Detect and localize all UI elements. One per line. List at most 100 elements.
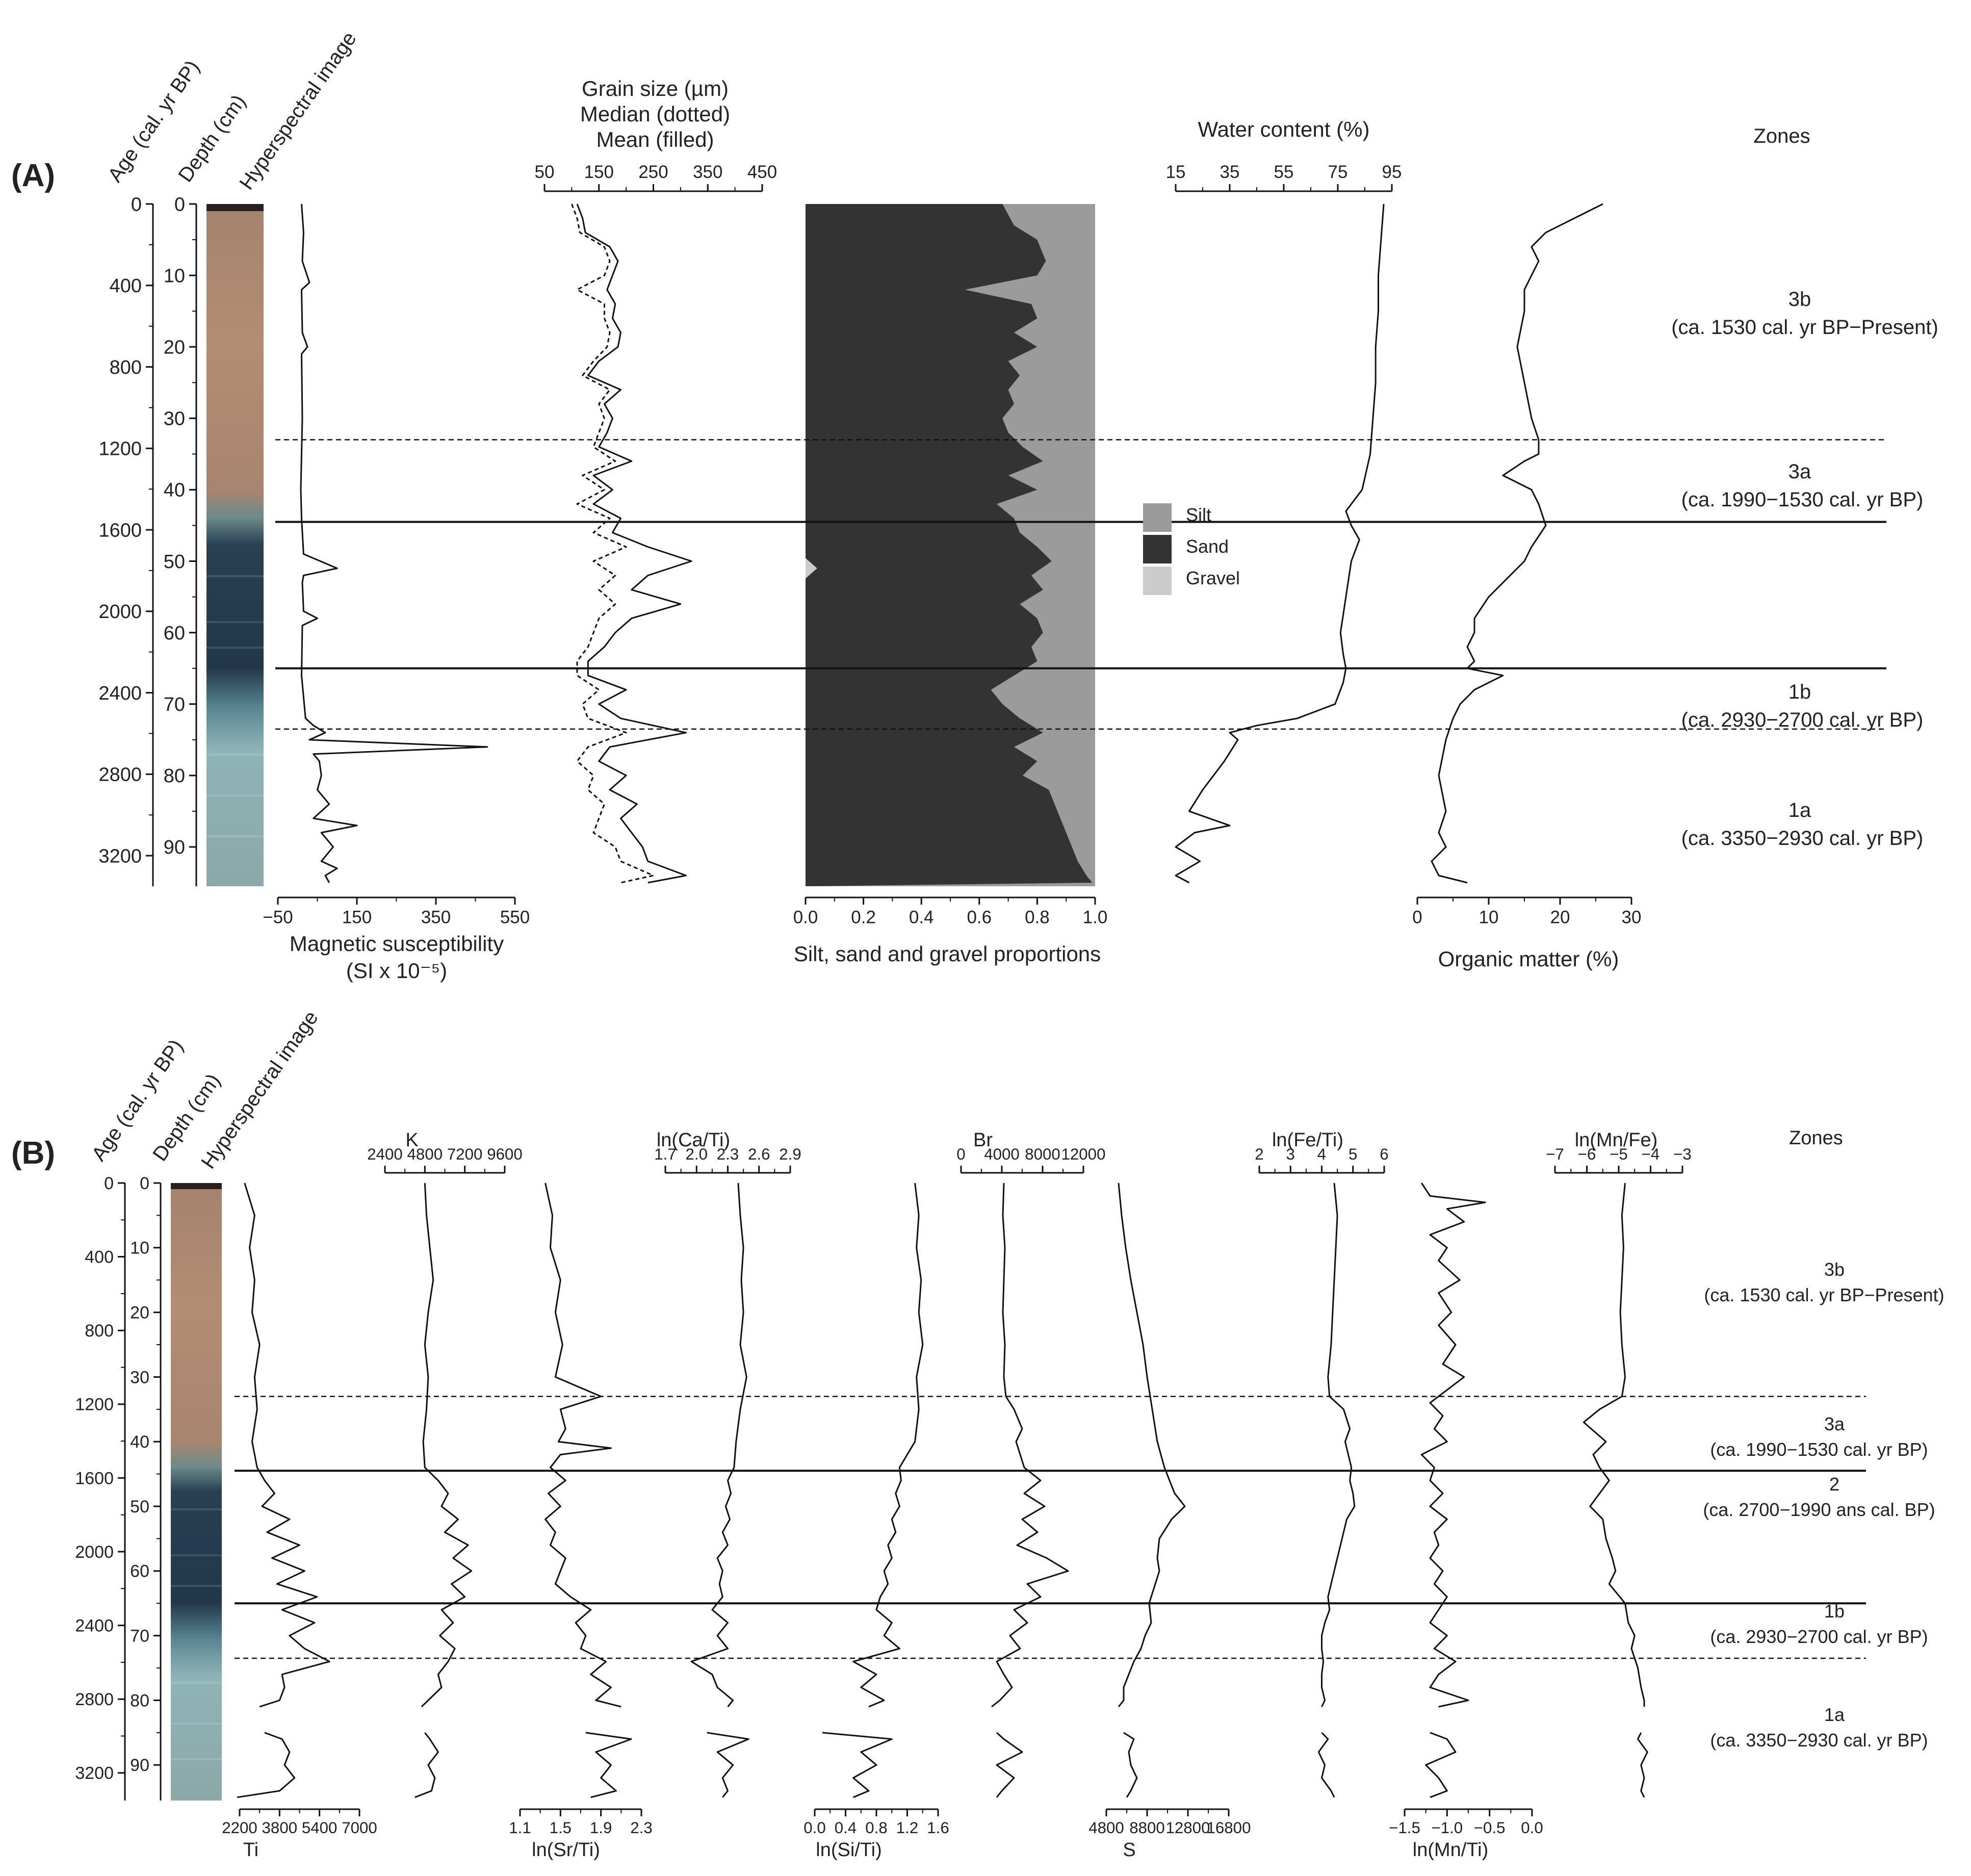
age-tick-label: 400 <box>110 275 142 297</box>
water-tick-label: 35 <box>1220 162 1240 182</box>
lnFeTi-tick-label: 2 <box>1255 1145 1263 1163</box>
depth-tick-label: 40 <box>164 480 185 501</box>
gs_mean-xlabel: Grain size (µm) <box>582 76 729 100</box>
proportions-tick-label: 0.4 <box>909 907 934 927</box>
water-tick-label: 75 <box>1328 162 1348 182</box>
depth-tick-label: 60 <box>164 623 185 644</box>
lnMnTi-trace <box>1420 1183 1486 1798</box>
lnFeTi-tick-label: 3 <box>1286 1145 1295 1163</box>
panel-a-label: (A) <box>11 158 55 193</box>
water-tick-label: 55 <box>1274 162 1294 182</box>
depth-tick-label: 50 <box>164 551 185 573</box>
S-trace <box>1118 1183 1186 1798</box>
lnFeTi-trace <box>1317 1183 1356 1798</box>
gs_mean-tick-label: 50 <box>535 162 555 182</box>
zone-b-1a-name: 1a <box>1824 1704 1845 1725</box>
om-tick-label: 10 <box>1479 907 1499 927</box>
Ti-tick-label: 3800 <box>262 1819 298 1837</box>
gs_mean-note2: Mean (filled) <box>596 127 714 151</box>
lnFeTi-tick-label: 5 <box>1348 1145 1357 1163</box>
panel-a-depth-axis: 0 10 20 30 40 50 60 70 80 90 <box>164 194 197 886</box>
depth-tick-label: 40 <box>130 1432 149 1452</box>
panel-b-depth-axis: 0 10 20 30 40 50 60 70 80 90 <box>130 1174 162 1801</box>
age-tick-label: 2800 <box>98 764 142 786</box>
Ti-tick-label: 5400 <box>302 1819 338 1837</box>
age-tick-label: 800 <box>85 1321 114 1341</box>
lnSiTi-tick-label: 0.8 <box>865 1819 887 1837</box>
zone-b-1a-desc: (ca. 3350−2930 cal. yr BP) <box>1710 1730 1928 1751</box>
Br-tick-label: 8000 <box>1025 1145 1060 1163</box>
gravel-area <box>806 558 817 579</box>
lnMnTi-tick-label: 0.0 <box>1521 1819 1543 1837</box>
lnSiTi-tick-label: 1.2 <box>896 1819 918 1837</box>
ms-tick-label: 150 <box>342 907 372 927</box>
zone-b-2-name: 2 <box>1829 1474 1839 1495</box>
zone-b-1b-name: 1b <box>1824 1601 1845 1622</box>
S-tick-label: 16800 <box>1207 1819 1251 1837</box>
lnMnFe-tick-label: −7 <box>1546 1145 1564 1163</box>
age-tick-label: 2000 <box>98 601 142 623</box>
lnSiTi-tick-label: 0.4 <box>835 1819 857 1837</box>
depth-tick-label: 30 <box>164 408 185 430</box>
gs_mean-tick-label: 450 <box>747 162 777 182</box>
proportions-tick-label: 0.2 <box>851 907 876 927</box>
lnMnFe-tick-label: −5 <box>1610 1145 1628 1163</box>
lnFeTi-tick-label: 4 <box>1317 1145 1326 1163</box>
lnMnTi-xlabel: ln(Mn/Ti) <box>1413 1839 1488 1861</box>
legend-sand-label: Sand <box>1186 536 1229 557</box>
Br-tick-label: 12000 <box>1061 1145 1106 1163</box>
lnSrTi-tick-label: 1.1 <box>509 1819 531 1837</box>
age-tick-label: 0 <box>131 194 142 215</box>
depth-tick-label: 30 <box>130 1368 149 1387</box>
lnCaTi-xlabel: ln(Ca/Ti) <box>657 1129 730 1151</box>
lnSiTi-tick-label: 0.0 <box>803 1819 825 1837</box>
lnCaTi-tick-label: 2.0 <box>686 1145 708 1163</box>
panel-a-legend: Silt Sand Gravel <box>1143 503 1240 595</box>
legend-gravel-label: Gravel <box>1186 568 1240 588</box>
depth-tick-label: 80 <box>164 765 185 787</box>
age-tick-label: 2400 <box>98 683 142 704</box>
zone-a-3b-desc: (ca. 1530 cal. yr BP−Present) <box>1671 316 1938 339</box>
zone-a-1a-name: 1a <box>1788 799 1811 821</box>
lnSrTi-tick-label: 2.3 <box>630 1819 652 1837</box>
lnCaTi-tick-label: 2.9 <box>779 1145 801 1163</box>
water-xlabel: Water content (%) <box>1198 117 1370 141</box>
S-tick-label: 4800 <box>1088 1819 1124 1837</box>
om-tick-label: 20 <box>1550 907 1570 927</box>
zone-a-3b-name: 3b <box>1788 288 1811 311</box>
lnMnFe-trace <box>1583 1183 1648 1798</box>
zone-b-3b-desc: (ca. 1530 cal. yr BP−Present) <box>1704 1284 1944 1305</box>
depth-tick-label: 70 <box>130 1627 149 1646</box>
lnSiTi-trace <box>822 1183 924 1798</box>
lnCaTi-tick-label: 2.6 <box>748 1145 770 1163</box>
ms-xlabel: Magnetic susceptibility <box>290 932 504 956</box>
ms-xlabel2: (SI x 10⁻⁵) <box>346 959 447 983</box>
zone-b-2-desc: (ca. 2700−1990 ans cal. BP) <box>1703 1499 1935 1520</box>
panel-b-hyperspectral-image <box>171 1183 222 1801</box>
legend-gravel-swatch <box>1143 567 1172 595</box>
zone-a-1b-name: 1b <box>1788 681 1811 703</box>
lnSrTi-tick-label: 1.9 <box>590 1819 612 1837</box>
panel-a: (A) Age (cal. yr BP) Depth (cm) Hyperspe… <box>11 28 1938 983</box>
lnSiTi-tick-label: 1.6 <box>927 1819 949 1837</box>
gs_mean-tick-label: 250 <box>638 162 668 182</box>
panel-b-label: (B) <box>11 1136 55 1171</box>
panel-a-image-title: Hyperspectral image <box>235 28 360 194</box>
Br-tick-label: 4000 <box>984 1145 1020 1163</box>
ms-tick-label: 550 <box>500 907 530 927</box>
gs_mean-trace <box>576 203 692 884</box>
panel-a-age-axis: 0 400 800 1200 1600 2000 2400 2800 3200 <box>98 194 154 886</box>
panel-a-zone-labels: 3b (ca. 1530 cal. yr BP−Present) 3a (ca.… <box>1671 288 1938 850</box>
proportions-tick-label: 0.8 <box>1025 907 1050 927</box>
K-tick-label: 9600 <box>487 1145 523 1163</box>
age-tick-label: 3200 <box>98 845 142 867</box>
age-tick-label: 2800 <box>75 1690 114 1709</box>
age-tick-label: 400 <box>85 1247 114 1267</box>
age-tick-label: 1200 <box>75 1395 114 1415</box>
age-tick-label: 1200 <box>98 439 142 460</box>
gs_median-trace <box>570 203 654 884</box>
depth-tick-label: 10 <box>130 1239 149 1258</box>
legend-silt-swatch <box>1143 503 1172 532</box>
